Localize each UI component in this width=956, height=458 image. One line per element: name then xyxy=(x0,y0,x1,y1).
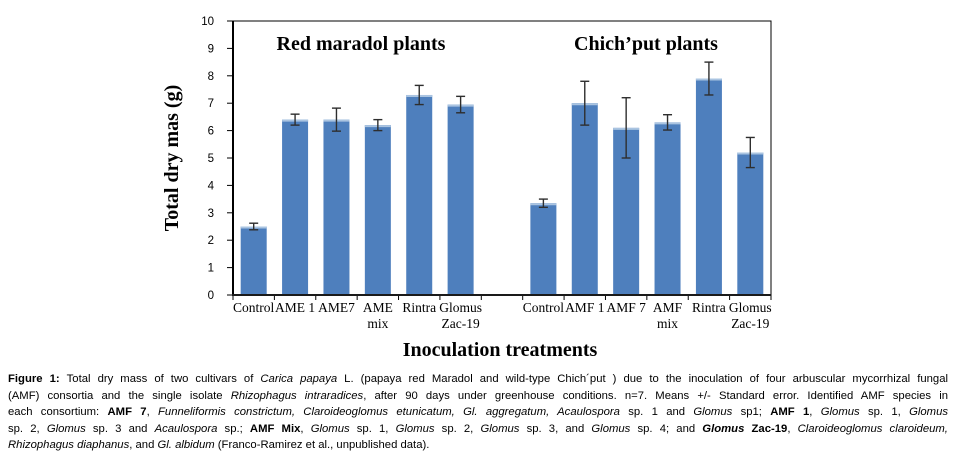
bar xyxy=(406,94,433,295)
caption-segment: sp.; xyxy=(217,422,250,435)
caption-segment: Glomus xyxy=(395,422,435,435)
bar xyxy=(571,103,598,295)
category-label: Rintra xyxy=(692,300,726,315)
caption-segment: sp. 3, and xyxy=(519,422,592,435)
y-tick-label: 1 xyxy=(208,263,214,275)
group-title-left: Red maradol plants xyxy=(277,33,446,55)
caption-segment: Glomus xyxy=(909,406,948,419)
caption-segment: Figure 1: xyxy=(8,373,67,385)
caption-segment: Zac-19 xyxy=(744,422,788,435)
caption-segment: Glomus xyxy=(310,422,350,435)
caption-segment: Glomus xyxy=(820,406,860,419)
caption-segment: Glomus xyxy=(693,406,733,419)
y-tick-label: 9 xyxy=(208,43,214,55)
caption-segment: sp. 2, xyxy=(8,422,47,435)
caption-segment: L. (papaya red Maradol and wild-type Chi… xyxy=(337,373,948,385)
caption-segment: , xyxy=(787,422,798,435)
caption-segment: Acaulospora xyxy=(154,422,218,435)
category-label: AMF 1 xyxy=(565,300,604,315)
caption-segment: sp. 4; and xyxy=(630,422,703,435)
bar xyxy=(695,78,722,295)
caption-segment: sp1; xyxy=(732,406,771,419)
caption-segment: Gl. albidum xyxy=(157,439,215,452)
category-label: AME 1 xyxy=(275,300,315,315)
caption-segment: , xyxy=(809,406,821,419)
category-label: mix xyxy=(657,316,678,331)
caption-segment: Funneliformis constrictum, Claroideoglom… xyxy=(158,406,620,419)
caption-segment: , after 90 days under greenhouse conditi… xyxy=(363,389,948,402)
category-label: mix xyxy=(367,316,388,331)
caption-segment: sp. 1, xyxy=(859,406,910,419)
category-label: Glomus xyxy=(439,300,482,315)
caption-line: Rhizophagus diaphanus, and Gl. albidum (… xyxy=(8,437,948,454)
bar xyxy=(240,226,267,295)
bar xyxy=(364,125,391,296)
caption-line: (AMF) consortia and the single isolate R… xyxy=(8,388,948,405)
y-tick-label: 4 xyxy=(208,180,215,192)
caption-segment: sp. 1, xyxy=(349,422,396,435)
caption-segment: Total dry mass of two cultivars of xyxy=(66,373,261,385)
figure-caption: Figure 1: Total dry mass of two cultivar… xyxy=(0,368,956,454)
y-tick-label: 10 xyxy=(201,16,214,28)
caption-segment: Glomus xyxy=(591,422,631,435)
category-label: Zac-19 xyxy=(731,316,769,331)
plot-border xyxy=(232,20,772,296)
category-label: AMF xyxy=(653,300,683,315)
bar xyxy=(323,119,350,295)
y-tick-label: 6 xyxy=(208,126,214,138)
category-label: AME xyxy=(363,300,393,315)
caption-segment: Glomus xyxy=(46,422,86,435)
caption-line: Figure 1: Total dry mass of two cultivar… xyxy=(8,371,948,388)
bar xyxy=(530,203,557,295)
caption-segment: sp. 2, xyxy=(434,422,481,435)
category-label: Control xyxy=(523,300,565,315)
bar xyxy=(447,104,474,295)
group-title-right: Chich’put plants xyxy=(574,33,718,55)
caption-segment: (Franco-Ramirez et al., unpublished data… xyxy=(214,439,430,452)
caption-segment: Glomus xyxy=(480,422,520,435)
y-tick-label: 8 xyxy=(208,71,214,83)
bar xyxy=(282,119,309,295)
caption-segment: AMF 7 xyxy=(107,406,147,419)
caption-segment: Rhizophagus intraradices xyxy=(230,389,364,402)
category-label: AME7 xyxy=(318,300,355,315)
caption-line: sp. 2, Glomus sp. 3 and Acaulospora sp.;… xyxy=(8,421,948,438)
caption-segment: sp. 1 and xyxy=(619,406,694,419)
caption-line: each consortium: AMF 7, Funneliformis co… xyxy=(8,404,948,421)
caption-segment: AMF 1 xyxy=(770,406,810,419)
category-label: Glomus xyxy=(729,300,772,315)
caption-segment: , xyxy=(146,406,159,419)
caption-segment: Rhizophagus diaphanus xyxy=(8,439,130,452)
caption-segment: (AMF) consortia and the single isolate xyxy=(8,389,231,402)
y-tick-label: 2 xyxy=(208,235,214,247)
y-tick-label: 3 xyxy=(208,208,214,220)
caption-segment: Claroideoglomus claroideum, xyxy=(797,422,948,435)
category-label: Control xyxy=(233,300,275,315)
y-tick-label: 5 xyxy=(208,153,214,165)
caption-segment: Carica papaya xyxy=(260,373,338,385)
y-tick-label: 7 xyxy=(208,98,214,110)
x-axis-title: Inoculation treatments xyxy=(403,339,598,361)
y-tick-label: 0 xyxy=(208,290,214,302)
bar xyxy=(654,122,681,295)
caption-segment: , and xyxy=(129,439,158,452)
caption-segment: , xyxy=(300,422,311,435)
caption-segment: each consortium: xyxy=(8,406,108,419)
category-label: Zac-19 xyxy=(441,316,479,331)
caption-segment: sp. 3 and xyxy=(85,422,155,435)
caption-segment: AMF Mix xyxy=(249,422,301,435)
y-axis-title: Total dry mas (g) xyxy=(161,85,183,231)
caption-segment: Glomus xyxy=(702,422,745,435)
bar xyxy=(737,152,764,295)
category-label: AMF 7 xyxy=(606,300,646,315)
category-label: Rintra xyxy=(402,300,436,315)
